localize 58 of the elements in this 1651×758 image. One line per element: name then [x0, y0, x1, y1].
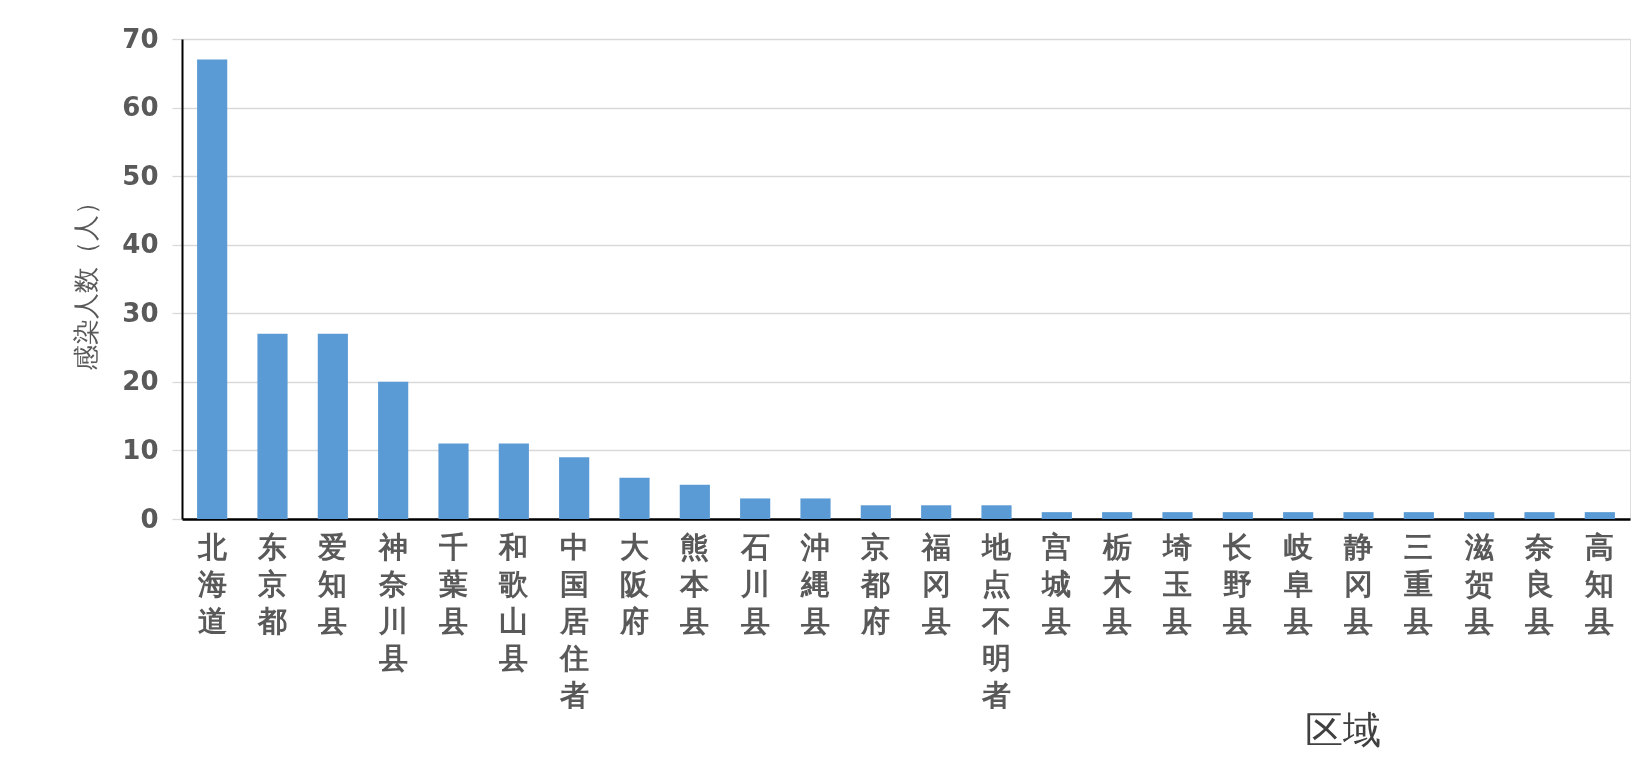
y-tick-label: 10 — [122, 434, 159, 465]
y-tick-label: 20 — [122, 366, 159, 397]
bar — [981, 505, 1012, 519]
y-tick-label: 60 — [122, 92, 159, 123]
bar — [619, 477, 650, 519]
bar — [800, 498, 831, 519]
y-tick-label: 0 — [140, 503, 159, 534]
x-tick-label: 栃木县 — [1101, 529, 1133, 638]
bar — [378, 381, 409, 519]
bar — [438, 443, 469, 519]
x-tick-label: 长野县 — [1222, 529, 1253, 638]
bar — [317, 333, 348, 519]
bar — [1343, 512, 1374, 519]
x-tick-label: 中国居住者 — [557, 529, 589, 712]
x-tick-label: 埼玉县 — [1161, 529, 1192, 638]
x-tick-label: 神奈川县 — [376, 529, 408, 675]
x-tick-label: 地点不明者 — [980, 529, 1012, 712]
x-tick-label: 滋贺县 — [1463, 529, 1494, 638]
x-tick-label: 千葉县 — [438, 529, 468, 638]
y-tick-label: 40 — [122, 229, 159, 260]
x-tick-label: 熊本县 — [679, 529, 711, 638]
bar — [1524, 512, 1555, 519]
bar — [1102, 512, 1133, 519]
bar — [1584, 512, 1615, 519]
bar — [860, 505, 891, 519]
x-axis-title: 区域 — [1304, 707, 1381, 752]
bar — [559, 457, 590, 519]
bar — [1041, 512, 1072, 519]
bar — [1222, 512, 1253, 519]
x-tick-label: 高知县 — [1584, 529, 1615, 638]
bar — [197, 59, 228, 519]
x-tick-label: 宫城县 — [1040, 529, 1072, 638]
y-axis-title: 感染人数（人） — [71, 188, 102, 371]
x-tick-label: 静冈县 — [1343, 529, 1373, 638]
bar — [1162, 512, 1193, 519]
x-tick-label: 福冈县 — [919, 529, 951, 638]
bar — [1464, 512, 1495, 519]
x-tick-label: 东京都 — [257, 529, 287, 638]
x-tick-label: 爱知县 — [317, 529, 348, 638]
bar — [1403, 512, 1434, 519]
bar — [679, 484, 710, 519]
x-tick-label: 京都府 — [860, 529, 891, 638]
bar — [498, 443, 529, 519]
x-tick-label: 三重县 — [1403, 529, 1434, 638]
x-tick-label: 大阪府 — [619, 529, 650, 638]
y-tick-label: 30 — [122, 297, 159, 328]
x-tick-label: 岐阜县 — [1282, 529, 1313, 638]
x-tick-label: 和歌山县 — [498, 529, 530, 675]
bar — [740, 498, 771, 519]
x-tick-label: 石川县 — [739, 529, 770, 638]
x-tick-label: 沖縄县 — [800, 529, 830, 638]
bar — [257, 333, 288, 519]
y-tick-label: 50 — [122, 160, 159, 191]
y-tick-label: 70 — [122, 23, 159, 54]
x-tick-label: 北海道 — [196, 529, 228, 638]
bar — [921, 505, 952, 519]
x-tick-label: 奈良县 — [1524, 529, 1554, 638]
bar — [1283, 512, 1314, 519]
